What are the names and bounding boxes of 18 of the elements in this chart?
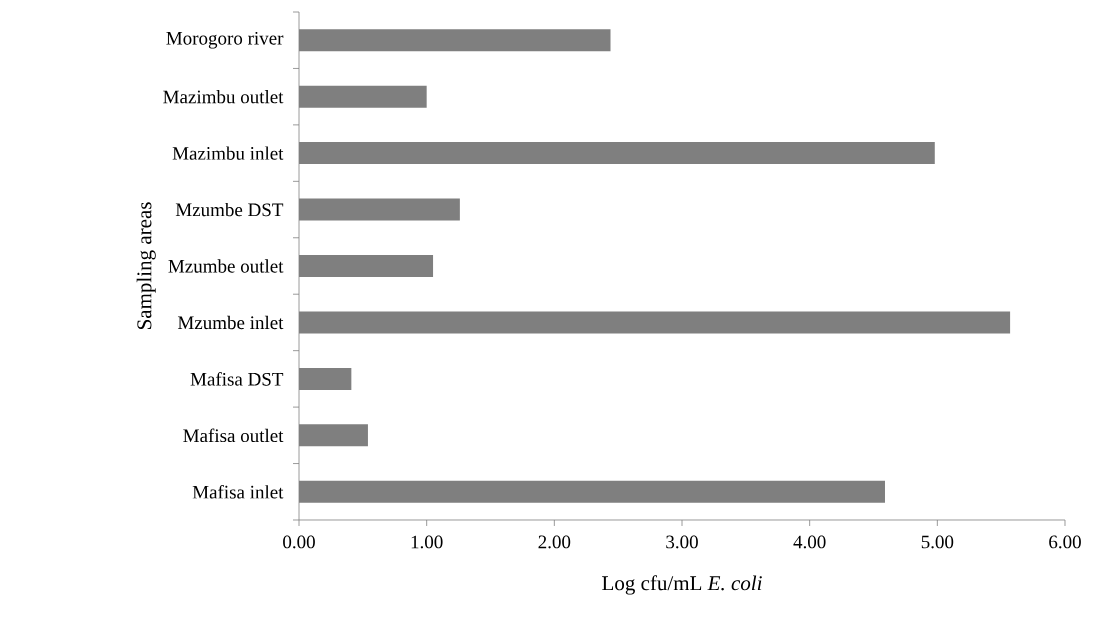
y-tick-label: Mafisa inlet (192, 484, 284, 499)
y-tick-label: Mazimbu inlet (172, 146, 284, 160)
y-axis-title: Sampling areas (136, 202, 156, 330)
x-tick-label: 1.00 (411, 535, 443, 549)
y-tick-label: Mafisa DST (190, 372, 284, 386)
x-tick-label: 0.00 (283, 535, 315, 549)
y-tick-label: Mazimbu outlet (163, 89, 284, 104)
x-tick-label: 2.00 (538, 535, 571, 549)
y-tick-label: Mzumbe DST (175, 202, 284, 217)
x-tick-label: 5.00 (921, 535, 954, 549)
y-tick-label: Morogoro river (166, 31, 284, 49)
x-tick-label: 4.00 (793, 535, 826, 549)
y-tick-label: Mzumbe inlet (177, 315, 284, 330)
y-tick-label: Mafisa outlet (183, 428, 284, 443)
y-tick-label: Mzumbe outlet (168, 259, 284, 273)
x-axis-title: Log cfu/mL E. coli (602, 575, 762, 595)
x-tick-label: 3.00 (666, 535, 698, 549)
x-tick-label: 6.00 (1049, 535, 1081, 549)
